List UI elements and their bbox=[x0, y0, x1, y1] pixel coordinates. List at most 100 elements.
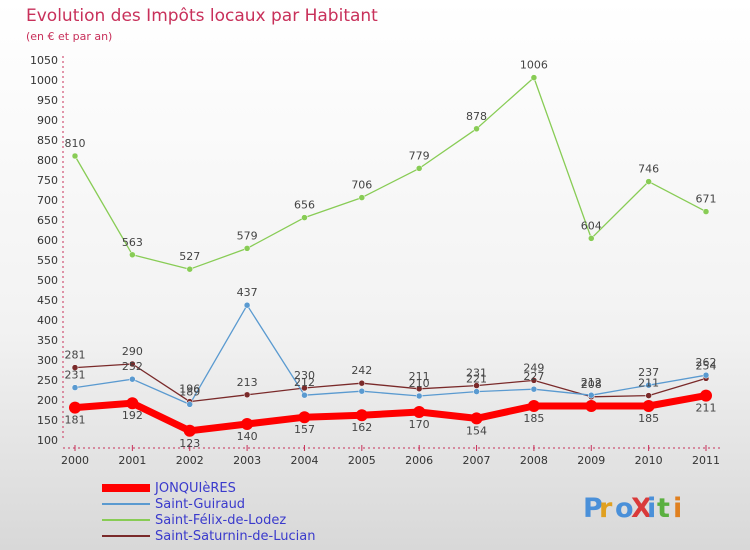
data-label: 213 bbox=[237, 376, 258, 389]
brand-letter: t bbox=[657, 493, 670, 524]
data-point bbox=[645, 392, 652, 399]
data-point bbox=[69, 401, 81, 414]
y-tick-label: 1000 bbox=[30, 74, 58, 87]
legend-label: Saint-Félix-de-Lodez bbox=[155, 513, 286, 528]
series-lines bbox=[74, 76, 707, 435]
data-label: 254 bbox=[696, 359, 717, 372]
data-label: 170 bbox=[409, 418, 430, 431]
y-tick-label: 600 bbox=[37, 234, 58, 247]
data-point bbox=[645, 178, 652, 185]
data-point bbox=[358, 387, 366, 395]
data-label: 249 bbox=[523, 361, 544, 374]
axes: 100 150 200 250 300 350 400 450 500 550 600 650 700 7… bbox=[30, 54, 720, 467]
data-label: 208 bbox=[581, 378, 602, 391]
data-point bbox=[415, 165, 423, 172]
data-point bbox=[186, 401, 193, 408]
data-label: 706 bbox=[351, 179, 372, 192]
y-tick-label: 850 bbox=[37, 134, 58, 147]
x-tick-label: 2005 bbox=[348, 454, 376, 467]
y-tick-label: 750 bbox=[37, 174, 58, 187]
legend: JONQUIèRESSaint-GuiraudSaint-Félix-de-Lo… bbox=[102, 481, 315, 544]
data-point bbox=[642, 400, 655, 412]
data-point bbox=[530, 74, 538, 81]
data-point bbox=[298, 411, 311, 424]
data-label: 181 bbox=[65, 414, 86, 427]
data-point bbox=[71, 152, 79, 160]
data-point bbox=[301, 391, 308, 399]
series-points bbox=[69, 74, 712, 437]
data-point bbox=[415, 385, 423, 393]
x-tick-label: 2001 bbox=[118, 454, 146, 467]
x-tick-label: 2011 bbox=[692, 454, 720, 467]
x-tick-label: 2007 bbox=[463, 454, 491, 467]
brand-letter: o bbox=[615, 493, 634, 524]
y-tick-label: 300 bbox=[37, 354, 58, 367]
data-label: 231 bbox=[65, 369, 86, 382]
brand-letter: r bbox=[599, 493, 613, 524]
data-label: 231 bbox=[466, 367, 487, 380]
data-label: 185 bbox=[523, 412, 544, 425]
series-line-1 bbox=[74, 304, 707, 406]
data-point bbox=[183, 424, 196, 437]
data-point bbox=[415, 392, 423, 400]
data-label: 157 bbox=[294, 423, 315, 436]
data-label: 656 bbox=[294, 199, 315, 212]
data-label: 527 bbox=[179, 250, 200, 263]
data-label: 123 bbox=[179, 437, 200, 450]
data-label: 290 bbox=[122, 345, 143, 358]
data-label: 779 bbox=[409, 149, 430, 162]
data-label: 252 bbox=[122, 360, 143, 373]
data-label: 671 bbox=[696, 193, 717, 206]
data-point bbox=[700, 389, 712, 402]
x-tick-label: 2009 bbox=[577, 454, 605, 467]
data-point bbox=[301, 214, 308, 221]
data-point bbox=[530, 377, 538, 384]
data-point bbox=[473, 125, 480, 133]
x-tick-label: 2000 bbox=[61, 454, 89, 467]
data-point bbox=[588, 391, 595, 399]
data-label: 437 bbox=[237, 286, 258, 299]
data-point bbox=[702, 208, 710, 215]
chart-subtitle: (en € et par an) bbox=[26, 30, 113, 43]
y-tick-label: 100 bbox=[37, 434, 58, 447]
y-tick-label: 900 bbox=[37, 114, 58, 127]
data-point bbox=[243, 245, 251, 252]
data-point bbox=[413, 406, 426, 418]
data-point bbox=[355, 409, 368, 422]
data-point bbox=[301, 384, 308, 392]
data-label: 211 bbox=[409, 370, 430, 383]
brand-letter: i bbox=[673, 493, 682, 524]
data-point bbox=[243, 391, 251, 399]
data-label: 221 bbox=[466, 373, 487, 386]
brand-letter: i bbox=[647, 493, 656, 524]
data-label: 242 bbox=[351, 364, 372, 377]
data-label: 189 bbox=[179, 385, 200, 398]
data-point bbox=[585, 400, 598, 412]
x-tick-label: 2002 bbox=[176, 454, 204, 467]
brand-letter: P bbox=[583, 493, 603, 524]
legend-label: Saint-Guiraud bbox=[155, 497, 245, 512]
data-label: 196 bbox=[179, 383, 200, 396]
data-point bbox=[527, 400, 540, 412]
y-tick-label: 550 bbox=[37, 254, 58, 267]
data-label: 746 bbox=[638, 163, 659, 176]
x-tick-label: 2008 bbox=[520, 454, 548, 467]
data-label: 162 bbox=[351, 421, 372, 434]
y-tick-label: 150 bbox=[37, 414, 58, 427]
data-label: 878 bbox=[466, 110, 487, 123]
data-label: 1006 bbox=[520, 59, 548, 72]
data-point bbox=[241, 418, 254, 430]
data-point bbox=[129, 251, 136, 259]
y-tick-label: 700 bbox=[37, 194, 58, 207]
y-tick-label: 650 bbox=[37, 214, 58, 227]
data-point bbox=[71, 384, 79, 391]
data-point bbox=[243, 301, 251, 309]
x-tick-label: 2003 bbox=[233, 454, 261, 467]
y-tick-label: 1050 bbox=[30, 54, 58, 67]
data-point bbox=[126, 397, 139, 410]
y-tick-label: 350 bbox=[37, 334, 58, 347]
data-label: 185 bbox=[638, 412, 659, 425]
y-tick-label: 800 bbox=[37, 154, 58, 167]
